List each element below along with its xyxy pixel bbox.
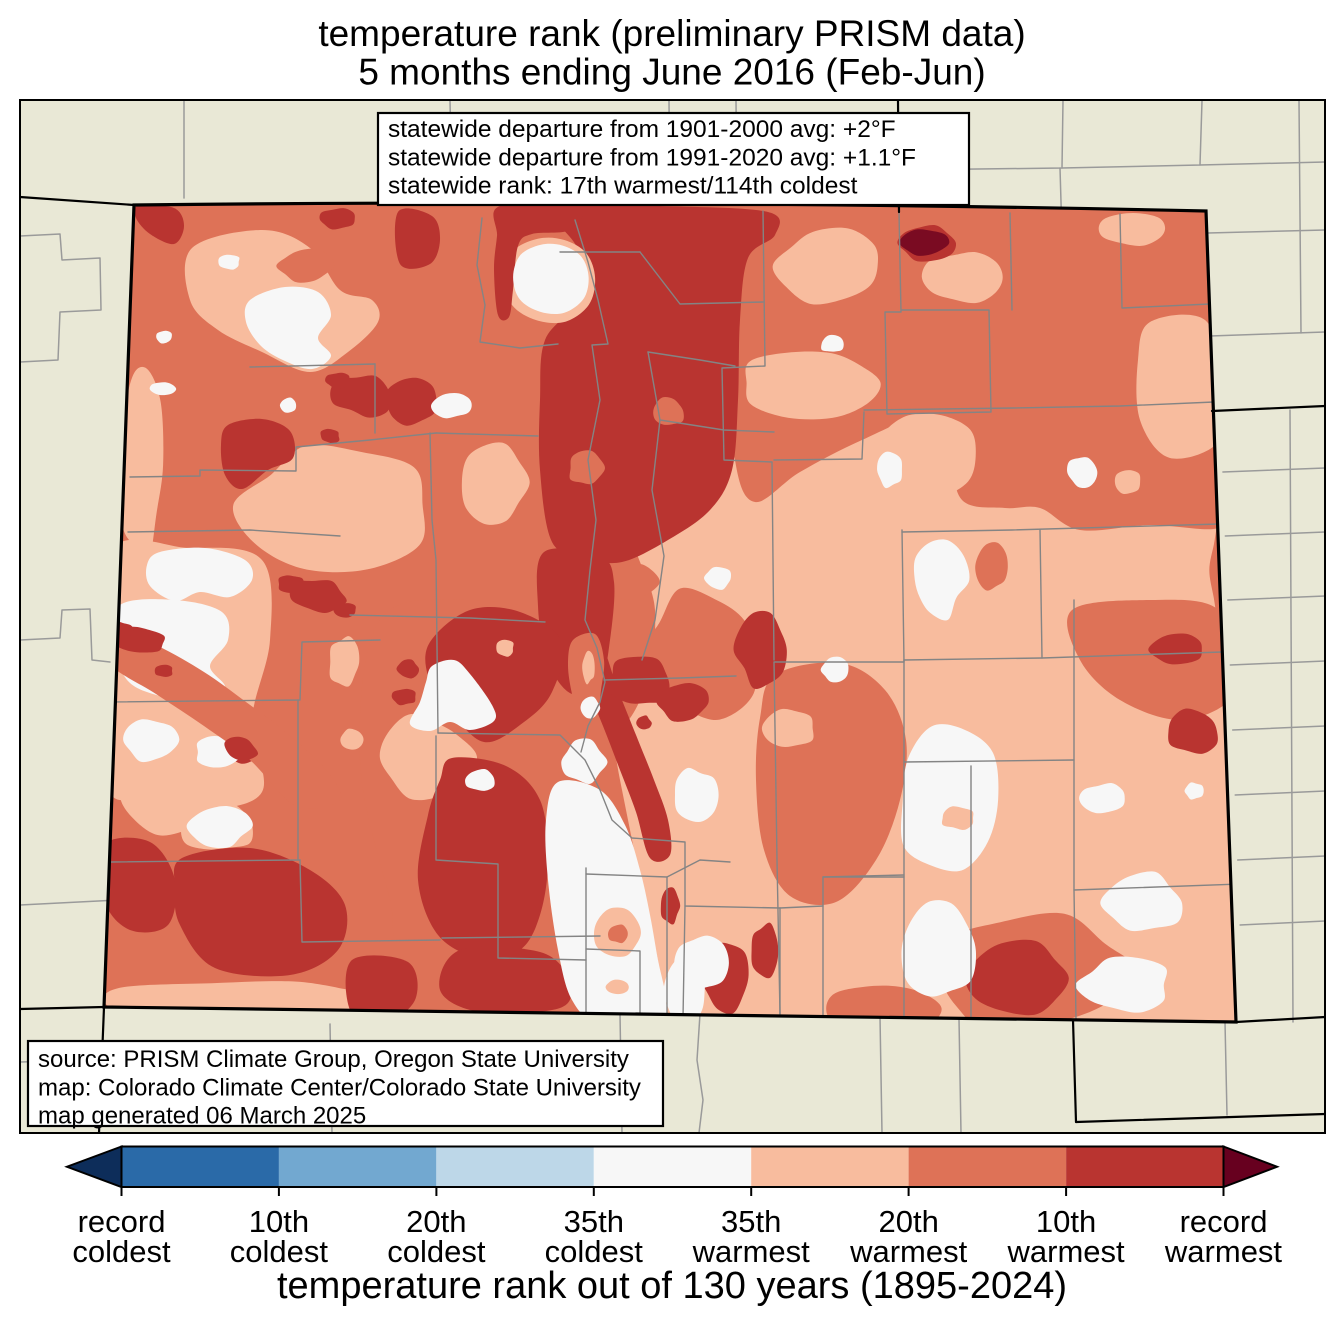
svg-text:statewide departure from 1901-: statewide departure from 1901-2000 avg: … <box>388 116 896 143</box>
svg-text:10th: 10th <box>249 1204 309 1239</box>
svg-text:source: PRISM Climate Group, O: source: PRISM Climate Group, Oregon Stat… <box>38 1046 629 1073</box>
svg-text:map generated 06 March 2025: map generated 06 March 2025 <box>38 1103 366 1130</box>
svg-text:coldest: coldest <box>545 1234 644 1269</box>
svg-text:map: Colorado Climate Center/C: map: Colorado Climate Center/Colorado St… <box>38 1074 641 1101</box>
svg-text:temperature rank (preliminary: temperature rank (preliminary PRISM data… <box>318 13 1025 54</box>
svg-text:record: record <box>1180 1204 1268 1239</box>
svg-text:record: record <box>78 1204 166 1239</box>
svg-text:20th: 20th <box>878 1204 938 1239</box>
svg-text:35th: 35th <box>721 1204 781 1239</box>
svg-text:10th: 10th <box>1036 1204 1096 1239</box>
svg-text:coldest: coldest <box>387 1234 486 1269</box>
svg-text:warmest: warmest <box>1007 1234 1126 1269</box>
svg-text:warmest: warmest <box>1164 1234 1283 1269</box>
svg-text:statewide rank: 17th warmest/1: statewide rank: 17th warmest/114th colde… <box>388 173 858 200</box>
svg-text:35th: 35th <box>564 1204 624 1239</box>
svg-text:coldest: coldest <box>72 1234 171 1269</box>
svg-text:coldest: coldest <box>230 1234 329 1269</box>
svg-text:statewide departure from 1991-: statewide departure from 1991-2020 avg: … <box>388 144 916 171</box>
svg-text:temperature rank out of 130 ye: temperature rank out of 130 years (1895-… <box>277 1265 1067 1307</box>
svg-text:warmest: warmest <box>692 1234 811 1269</box>
svg-text:5 months ending June 2016 (Feb: 5 months ending June 2016 (Feb-Jun) <box>358 52 985 93</box>
svg-text:warmest: warmest <box>849 1234 968 1269</box>
svg-text:20th: 20th <box>406 1204 466 1239</box>
